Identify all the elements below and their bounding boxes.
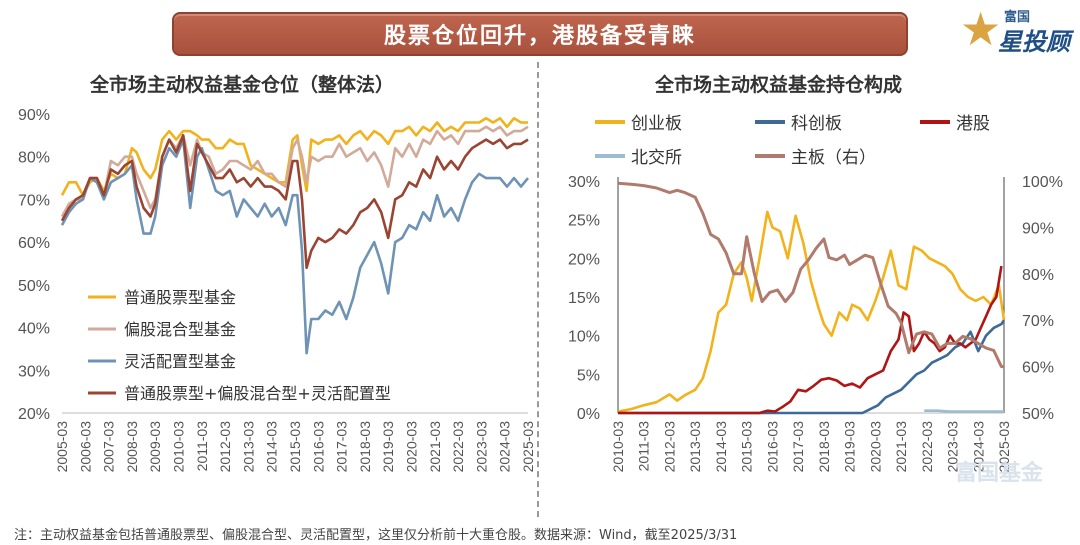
footnote: 注：主动权益基金包括普通股票型、偏股混合型、灵活配置型，这里仅分析前十大重仓股。… xyxy=(14,528,738,543)
x-tick-label: 2011-03 xyxy=(636,421,652,472)
series-line-3 xyxy=(924,409,1004,413)
y-left-tick-label: 10% xyxy=(568,329,600,346)
x-tick-label: 2007-03 xyxy=(101,421,117,473)
x-tick-label: 2025-03 xyxy=(520,421,536,473)
legend-label: 港股 xyxy=(956,114,990,134)
x-tick-label: 2022-03 xyxy=(450,421,466,473)
x-tick-label: 2023-03 xyxy=(473,421,489,473)
x-tick-label: 2016-03 xyxy=(310,421,326,473)
x-tick-label: 2017-03 xyxy=(790,421,806,473)
star-icon: ★ xyxy=(960,2,1002,56)
x-tick-label: 2019-03 xyxy=(380,421,396,473)
x-tick-label: 2014-03 xyxy=(264,421,280,473)
legend-label: 创业板 xyxy=(631,114,682,134)
y-right-tick-label: 50% xyxy=(1022,406,1054,423)
y-right-tick-label: 80% xyxy=(1022,267,1054,284)
y-left-tick-label: 25% xyxy=(568,213,600,230)
x-tick-label: 2023-03 xyxy=(945,421,961,473)
x-tick-label: 2018-03 xyxy=(816,421,832,473)
series-line-3 xyxy=(60,134,529,270)
x-tick-label: 2025-03 xyxy=(996,421,1012,473)
banner-title: 股票仓位回升，港股备受青睐 xyxy=(172,12,908,56)
x-tick-label: 2005-03 xyxy=(54,421,70,473)
series-line-1 xyxy=(60,125,529,218)
x-tick-label: 2020-03 xyxy=(867,421,883,473)
y-tick-label: 40% xyxy=(18,321,50,338)
y-tick-label: 60% xyxy=(18,235,50,252)
logo-line-1: 富国 xyxy=(1004,10,1031,25)
legend-label: 科创板 xyxy=(791,114,842,134)
x-tick-label: 2010-03 xyxy=(171,421,187,473)
y-tick-label: 70% xyxy=(18,192,50,209)
right-chart: 0% 5% 10% 15% 20% 25% 30% 50% 60% 70% 80% 90% 100% 20… xyxy=(568,114,1063,473)
x-tick-label: 2015-03 xyxy=(287,421,303,473)
series-line-0 xyxy=(617,210,1006,413)
x-tick-label: 2013-03 xyxy=(240,421,256,473)
x-tick-label: 2018-03 xyxy=(357,421,373,473)
x-tick-label: 2024-03 xyxy=(970,421,986,473)
x-tick-label: 2006-03 xyxy=(77,421,93,473)
y-tick-label: 20% xyxy=(18,406,50,423)
y-tick-label: 90% xyxy=(18,107,50,124)
y-right-tick-label: 70% xyxy=(1022,313,1054,330)
y-right-tick-label: 100% xyxy=(1022,174,1063,191)
legend-label: 普通股票型+偏股混合型+灵活配置型 xyxy=(124,384,391,403)
logo-line-2: 星投顾 xyxy=(998,28,1070,56)
x-tick-label: 2021-03 xyxy=(427,421,443,473)
right-chart-title: 全市场主动权益基金持仓构成 xyxy=(655,74,903,96)
series-line-2 xyxy=(618,265,1003,415)
y-left-tick-label: 5% xyxy=(577,367,600,384)
y-left-tick-label: 20% xyxy=(568,251,600,268)
x-tick-label: 2012-03 xyxy=(217,421,233,473)
x-tick-label: 2024-03 xyxy=(497,421,513,473)
x-tick-label: 2022-03 xyxy=(919,421,935,473)
x-tick-label: 2012-03 xyxy=(661,421,677,473)
y-right-tick-label: 90% xyxy=(1022,220,1054,237)
legend-label: 普通股票型基金 xyxy=(124,288,236,307)
x-tick-label: 2019-03 xyxy=(842,421,858,473)
series-line-1 xyxy=(618,319,1006,415)
y-right-tick-label: 60% xyxy=(1022,360,1054,377)
legend-label: 主板（右） xyxy=(791,148,876,168)
legend-label: 灵活配置型基金 xyxy=(124,352,236,371)
series-line-4 xyxy=(617,181,1004,369)
x-tick-label: 2011-03 xyxy=(194,421,210,472)
x-tick-label: 2008-03 xyxy=(124,421,140,473)
watermark-text: 富国基金 xyxy=(955,461,1044,486)
left-chart-title: 全市场主动权益基金仓位（整体法） xyxy=(90,74,395,96)
y-tick-label: 30% xyxy=(18,363,50,380)
x-tick-label: 2009-03 xyxy=(147,421,163,473)
series-line-0 xyxy=(60,117,528,197)
legend-label: 北交所 xyxy=(631,148,682,168)
legend-label: 偏股混合型基金 xyxy=(124,320,236,339)
x-tick-label: 2013-03 xyxy=(687,421,703,473)
x-tick-label: 2017-03 xyxy=(334,421,350,473)
x-tick-label: 2014-03 xyxy=(713,421,729,473)
x-tick-label: 2015-03 xyxy=(739,421,755,473)
x-tick-label: 2020-03 xyxy=(404,421,420,473)
series-line-2 xyxy=(60,138,530,355)
x-tick-label: 2021-03 xyxy=(893,421,909,473)
y-left-tick-label: 0% xyxy=(577,406,600,423)
y-left-tick-label: 30% xyxy=(568,174,600,191)
x-tick-label: 2016-03 xyxy=(764,421,780,473)
panel-divider xyxy=(537,62,539,517)
y-tick-label: 80% xyxy=(18,150,50,167)
left-chart: 20% 30% 40% 50% 60% 70% 80% 90% 2005-03 2006-03 20… xyxy=(18,107,536,473)
y-left-tick-label: 15% xyxy=(568,290,600,307)
brand-logo: ★ 富国 星投顾 xyxy=(960,2,1070,58)
y-tick-label: 50% xyxy=(18,278,50,295)
x-tick-label: 2010-03 xyxy=(610,421,626,473)
